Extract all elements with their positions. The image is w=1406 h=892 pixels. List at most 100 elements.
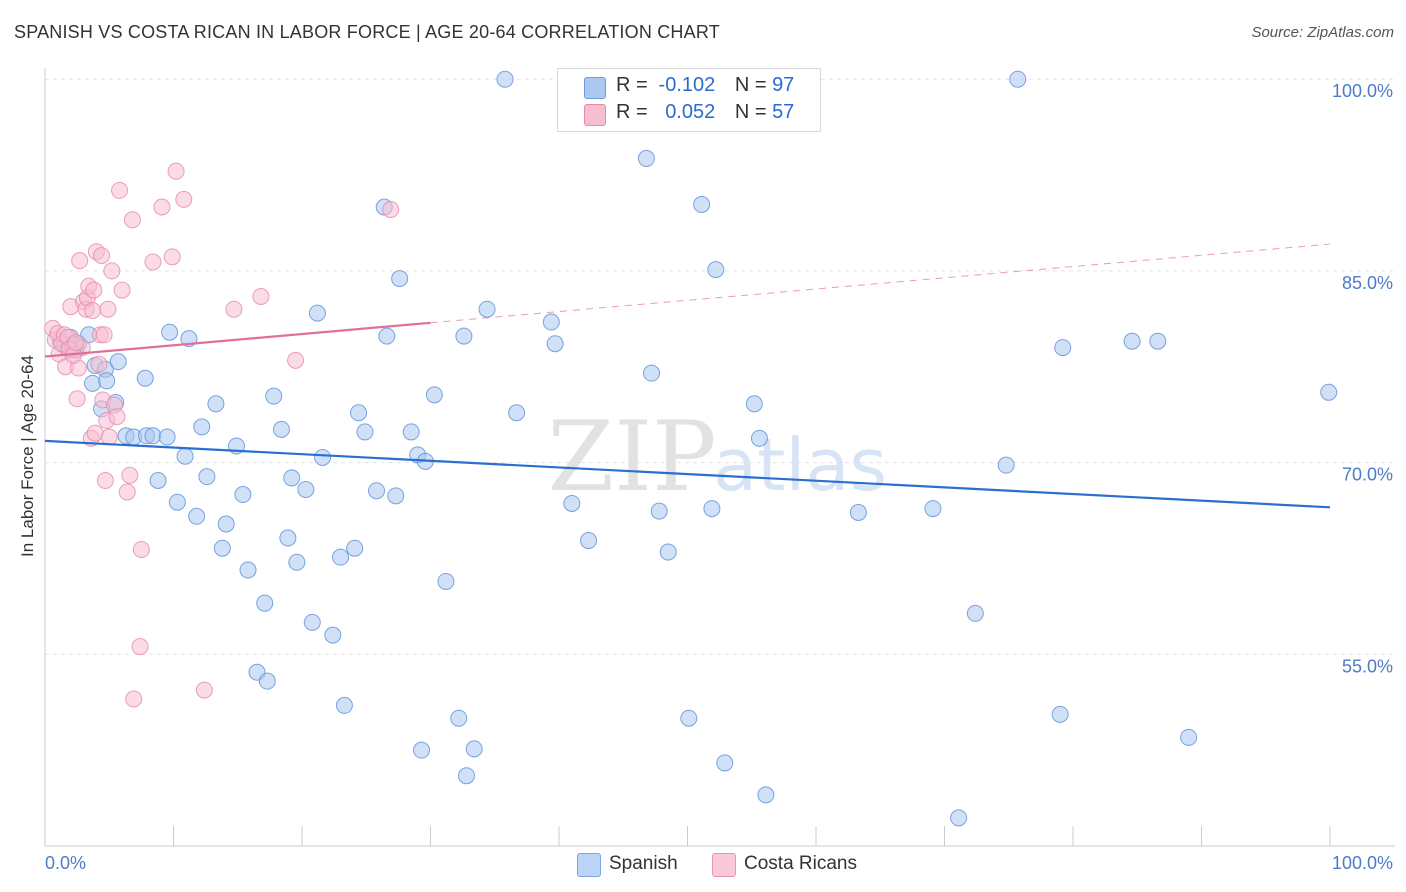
axes: [44, 68, 1395, 847]
data-point: [109, 353, 127, 371]
data-point: [108, 408, 126, 426]
data-point: [643, 364, 661, 382]
data-point: [234, 486, 252, 504]
data-point: [67, 333, 85, 351]
source-label: Source: ZipAtlas.com: [1251, 24, 1394, 41]
data-point: [745, 395, 763, 413]
data-point: [1054, 339, 1072, 357]
data-point: [131, 638, 149, 656]
data-point: [213, 539, 231, 557]
data-point: [324, 626, 342, 644]
data-point: [113, 281, 131, 299]
trend-line-costa-ricans: [44, 321, 431, 358]
bottom-legend-swatch-spanish: [577, 853, 601, 877]
data-point: [287, 351, 305, 369]
data-point: [123, 211, 141, 229]
data-point: [335, 696, 353, 714]
data-point: [71, 252, 89, 270]
data-point: [99, 300, 117, 318]
y-axis-title: In Labor Force | Age 20-64: [18, 355, 37, 557]
data-point: [966, 604, 984, 622]
data-point: [84, 302, 102, 320]
data-point: [1180, 728, 1198, 746]
legend-n-label: N =: [734, 101, 767, 123]
data-point: [258, 672, 276, 690]
data-point: [195, 681, 213, 699]
data-point: [924, 500, 942, 518]
legend-r-value-costa-ricans: 0.052: [665, 101, 716, 123]
series-costa-ricans-points: [44, 162, 400, 708]
legend-swatch-spanish: [584, 77, 606, 99]
data-point: [188, 507, 206, 525]
data-point: [496, 70, 514, 88]
trend-lines: [44, 243, 1331, 509]
data-point: [125, 690, 143, 708]
data-point: [1051, 705, 1069, 723]
data-point: [288, 553, 306, 571]
data-point: [1320, 383, 1338, 401]
data-point: [86, 424, 104, 442]
data-point: [167, 162, 185, 180]
data-point: [132, 541, 150, 559]
data-point: [1149, 332, 1167, 350]
data-point: [207, 395, 225, 413]
data-point: [650, 502, 668, 520]
y-tick-label: 85.0%: [1342, 273, 1393, 293]
data-point: [457, 767, 475, 785]
data-point: [95, 326, 113, 344]
data-point: [402, 423, 420, 441]
data-point: [580, 532, 598, 550]
legend-n-value-costa-ricans: 57: [772, 101, 795, 123]
y-tick-label: 55.0%: [1342, 656, 1393, 676]
data-point: [225, 300, 243, 318]
data-point: [465, 740, 483, 758]
data-point: [176, 447, 194, 465]
watermark-atlas: atlas: [713, 423, 887, 507]
y-tick-label: 100.0%: [1332, 81, 1393, 101]
bottom-legend-swatch-costa-ricans: [712, 853, 736, 877]
data-point: [382, 201, 400, 219]
data-point: [161, 323, 179, 341]
data-point: [637, 149, 655, 167]
data-point: [153, 198, 171, 216]
data-point: [703, 500, 721, 518]
legend-r-label: R =: [616, 74, 648, 96]
data-point: [849, 503, 867, 521]
data-point: [84, 374, 102, 392]
x-tick-label: 0.0%: [45, 853, 86, 873]
data-point: [693, 195, 711, 213]
data-point: [136, 369, 154, 387]
data-point: [437, 572, 455, 590]
data-point: [198, 468, 216, 486]
data-point: [997, 456, 1015, 474]
data-point: [256, 594, 274, 612]
data-point: [413, 741, 431, 759]
data-point: [563, 494, 581, 512]
bottom-legend-label-spanish: Spanish: [609, 853, 678, 874]
data-point: [350, 404, 368, 422]
chart-title: SPANISH VS COSTA RICAN IN LABOR FORCE | …: [14, 22, 720, 42]
data-point: [279, 529, 297, 547]
legend-r-value-spanish: -0.102: [658, 74, 716, 96]
data-point: [716, 754, 734, 772]
data-point: [96, 471, 114, 489]
data-point: [90, 355, 108, 373]
data-point: [158, 428, 176, 446]
data-point: [252, 287, 270, 305]
data-point: [707, 261, 725, 279]
data-point: [332, 548, 350, 566]
data-point: [121, 466, 139, 484]
data-point: [308, 304, 326, 322]
data-point: [478, 300, 496, 318]
data-point: [163, 248, 181, 266]
data-point: [356, 423, 374, 441]
data-point: [757, 786, 775, 804]
data-point: [144, 427, 162, 445]
data-point: [265, 387, 283, 405]
data-point: [239, 561, 257, 579]
bottom-legend-label-costa-ricans: Costa Ricans: [744, 853, 857, 874]
data-point: [546, 335, 564, 353]
data-point: [508, 404, 526, 422]
data-point: [425, 386, 443, 404]
